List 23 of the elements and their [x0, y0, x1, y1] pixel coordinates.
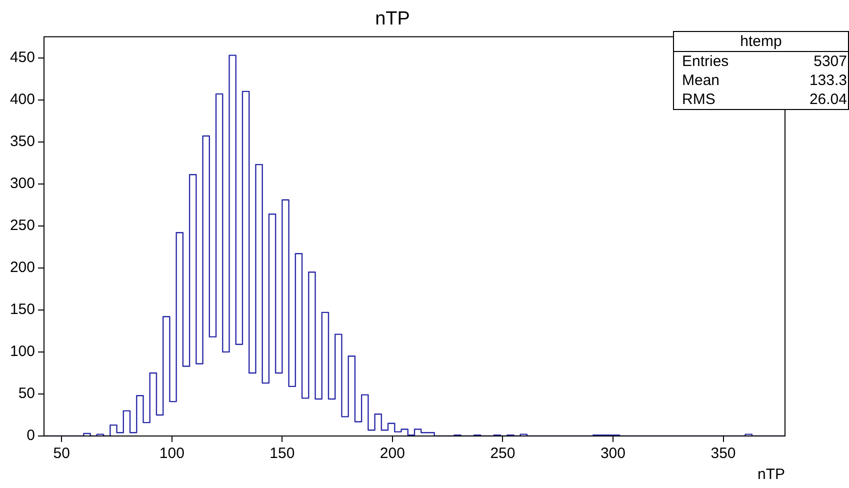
- y-tick-label: 450: [10, 48, 35, 66]
- y-tick-label: 50: [18, 385, 35, 402]
- x-tick-label: 350: [710, 445, 736, 462]
- x-tick-label: 300: [600, 445, 626, 462]
- x-tick-label: 50: [53, 445, 70, 462]
- y-tick-label: 100: [10, 343, 35, 360]
- y-tick-label: 350: [10, 132, 35, 150]
- x-tick-label: 250: [490, 445, 516, 462]
- y-tick-label: 400: [10, 90, 35, 108]
- y-tick-label: 200: [10, 259, 35, 276]
- x-tick-label: 200: [380, 445, 405, 462]
- x-tick-label: 150: [270, 445, 295, 462]
- text: Entries 5307: [682, 53, 847, 70]
- text: Mean 133.3: [682, 72, 847, 89]
- x-tick-label: 100: [159, 445, 184, 462]
- y-tick-label: 150: [10, 301, 35, 318]
- y-tick-label: 0: [26, 427, 35, 444]
- x-axis-title: nTP: [757, 466, 785, 484]
- chart-title: nTP: [375, 8, 410, 30]
- annotation: htemp: [674, 32, 848, 52]
- y-tick-label: 250: [10, 217, 35, 234]
- y-tick-label: 300: [10, 175, 35, 192]
- text: RMS 26.04: [682, 91, 847, 108]
